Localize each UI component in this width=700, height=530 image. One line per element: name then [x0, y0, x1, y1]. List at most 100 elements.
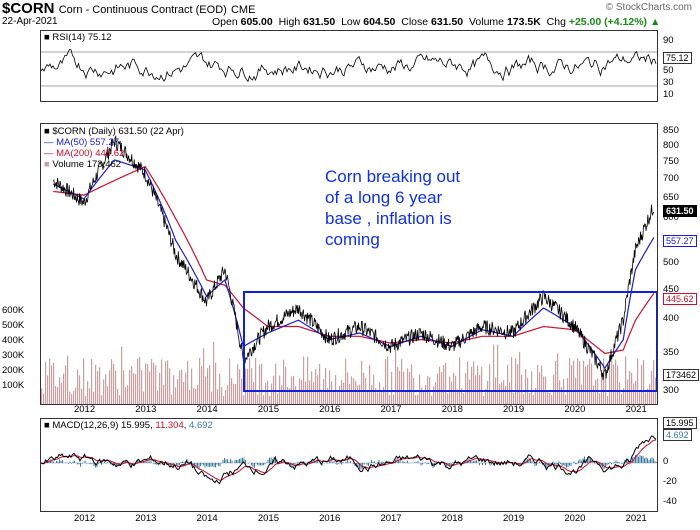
macd-hist-bar [449, 463, 450, 467]
macd-hist-bar [608, 463, 609, 465]
volume-bar [357, 385, 359, 404]
macd-hist-bar [450, 463, 452, 466]
volume-bar [87, 381, 89, 404]
macd-hist-bar [300, 460, 302, 463]
rsi-panel[interactable]: ■ RSI(14) 75.12 [40, 30, 658, 102]
volume-bar [253, 382, 255, 404]
macd-panel[interactable]: ■ MACD(12,26,9) 15.995, 11.304, 4.692 [40, 418, 658, 512]
volume-bar [483, 395, 485, 404]
volume-bar [51, 365, 53, 404]
volume-bar [347, 372, 349, 404]
macd-hist-bar [552, 461, 554, 463]
macd-hist-bar [86, 463, 87, 464]
volume-bar [647, 388, 649, 404]
volume-bar [557, 353, 559, 404]
macd-hist-bar [648, 460, 650, 463]
volume-bar [311, 371, 313, 404]
volume-bar [199, 357, 201, 404]
macd-hist-bar [540, 463, 542, 464]
macd-hist-bar [311, 461, 312, 463]
volume-bar [237, 364, 239, 404]
macd-hist-bar [263, 463, 264, 466]
macd-hist-bar [345, 461, 347, 463]
macd-hist-bar [204, 463, 206, 468]
macd-hist-bar [563, 463, 564, 466]
macd-hist-bar [557, 463, 558, 465]
volume-bar [103, 379, 105, 404]
volume-bar [213, 341, 215, 404]
volume-bar [555, 361, 557, 404]
macd-hist-bar [320, 463, 321, 465]
macd-hist-bar [474, 460, 476, 463]
volume-bar [553, 374, 555, 404]
volume-bar [621, 393, 623, 404]
macd-hist-bar [350, 460, 351, 463]
volume-bar [609, 369, 611, 404]
volume-bar [385, 359, 387, 404]
macd-hist-bar [426, 463, 428, 465]
volume-bar [427, 375, 429, 404]
macd-hist-bar [125, 461, 126, 463]
macd-hist-bar [297, 461, 299, 463]
macd-hist-bar [149, 461, 150, 463]
volume-bar [263, 395, 265, 404]
macd-hist-bar [615, 460, 617, 463]
macd-legend-icon: ■ [44, 420, 50, 431]
rsi-legend-icon: ■ [44, 32, 50, 43]
macd-hist-bar [59, 459, 60, 463]
volume-bar [159, 372, 161, 404]
ma50-legend-text: MA(50) 557.27 [56, 137, 119, 148]
macd-hist-bar [554, 463, 555, 465]
macd-hist-bar [89, 463, 90, 464]
volume-bar [589, 358, 591, 404]
volume-bar [533, 394, 535, 404]
macd-hist-bar [258, 463, 260, 466]
macd-hist-bar [366, 463, 368, 466]
macd-hist-bar [485, 463, 486, 466]
macd-hist-bar [269, 457, 270, 463]
macd-hist-bar [236, 459, 237, 463]
macd-hist-bar [254, 463, 255, 468]
volume-bar [239, 369, 241, 404]
volume-bar [641, 364, 643, 404]
macd-hist-bar [195, 463, 197, 468]
macd-tick: 0 [663, 456, 669, 467]
volume-bar [551, 394, 553, 404]
macd-hist-bar [45, 460, 47, 463]
volume-bar [271, 383, 273, 404]
macd-hist-bar [264, 463, 266, 465]
price-panel[interactable]: ■ $CORN (Daily) 631.50 (22 Apr) — MA(50)… [40, 123, 658, 405]
volume-bar [151, 359, 153, 404]
vol-tick: 100K [2, 380, 25, 391]
macd-hist-bar [137, 460, 138, 463]
volume-bar [637, 358, 639, 404]
volume-bar [269, 395, 271, 404]
macd-hist-bar [210, 463, 212, 467]
volume-bar [113, 363, 115, 404]
volume-bar [485, 388, 487, 404]
volume-bar [425, 384, 427, 404]
volume-bar [197, 384, 199, 404]
volume-bar [547, 392, 549, 404]
macd-hist-bar [255, 463, 257, 464]
macd-hist-bar [270, 457, 272, 463]
volume-bar [565, 394, 567, 404]
macd-hist-bar [51, 459, 53, 463]
macd-hist-bar [240, 458, 242, 463]
low-value: 604.50 [363, 16, 396, 28]
volume-bar [473, 361, 475, 404]
volume-bar [359, 384, 361, 404]
macd-hist-bar [95, 463, 96, 468]
macd-hist-bar [212, 463, 213, 467]
macd-hist-bar [179, 463, 180, 466]
volume-bar [133, 373, 135, 404]
volume-bar [295, 386, 297, 404]
volume-bar [205, 376, 207, 404]
volume-bars [41, 341, 657, 404]
volume-bar [583, 360, 585, 404]
vol-tick: 500K [2, 320, 25, 331]
macd-hist-bar [569, 463, 570, 466]
volume-bar [651, 370, 653, 404]
macd-hist-bar [425, 462, 426, 463]
year-tick: 2015 [257, 513, 279, 524]
